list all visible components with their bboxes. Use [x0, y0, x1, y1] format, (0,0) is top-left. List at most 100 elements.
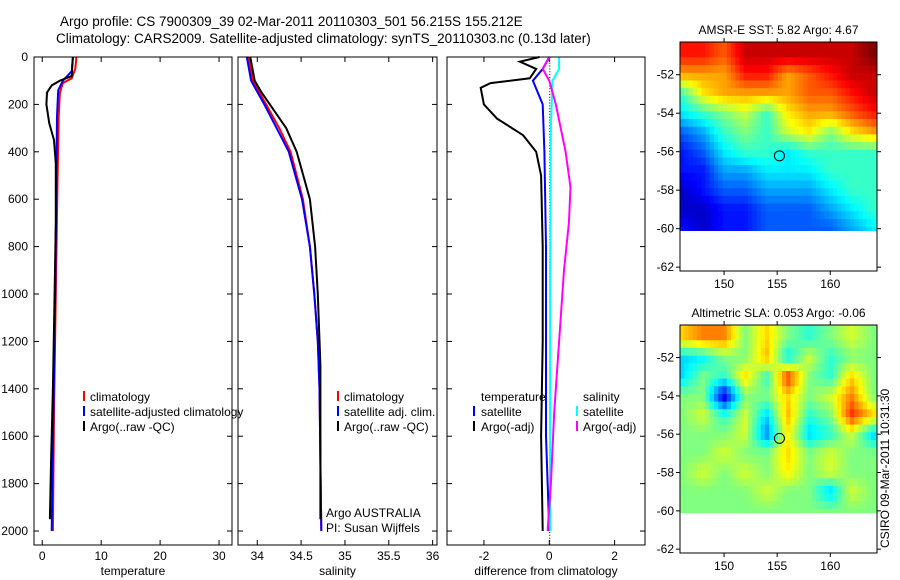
heatmap-cell [760, 363, 766, 372]
heatmap-cell [743, 462, 749, 472]
heatmap-cell [722, 501, 728, 510]
heatmap-cell [815, 119, 821, 128]
heatmap-cell [871, 149, 876, 158]
heatmap-cell [731, 348, 736, 357]
heatmap-cell [786, 126, 791, 135]
heatmap-cell [743, 149, 749, 158]
heatmap-cell [769, 65, 774, 74]
heatmap-cell [794, 219, 800, 228]
heatmap-cell [845, 188, 851, 197]
heatmap-cell [875, 203, 878, 212]
heatmap-cell [697, 440, 702, 449]
heatmap-cell [849, 455, 855, 464]
heatmap-cell [777, 57, 783, 66]
heatmap-cell [714, 440, 719, 449]
heatmap-cell [684, 180, 689, 189]
heatmap-cell [841, 126, 847, 135]
heatmap-cell [709, 142, 715, 151]
heatmap-cell [760, 195, 766, 205]
heatmap-cell [811, 470, 817, 479]
heatmap-cell [731, 157, 736, 166]
heatmap-cell [862, 332, 868, 341]
heatmap-cell [743, 371, 749, 380]
heatmap-cell [811, 455, 817, 464]
heatmap-cell [875, 157, 878, 166]
heatmap-cell [798, 394, 804, 403]
heatmap-cell [820, 42, 825, 51]
heatmap-cell [841, 508, 847, 514]
heatmap-cell [786, 72, 791, 81]
y-tick-label: 600 [8, 192, 28, 206]
heatmap-cell [731, 485, 736, 495]
heatmap-cell [739, 211, 745, 220]
heatmap-cell [743, 478, 749, 487]
heatmap-cell [739, 447, 745, 456]
heatmap-cell [697, 195, 702, 205]
heatmap-cell [680, 49, 685, 58]
heatmap-cell [722, 165, 728, 174]
x-tick-label: 160 [820, 559, 840, 573]
heatmap-cell [752, 103, 757, 112]
heatmap-cell [735, 42, 740, 51]
heatmap-cell [824, 126, 830, 135]
heatmap-cell [765, 95, 770, 105]
heatmap-cell [845, 134, 851, 143]
heatmap-cell [765, 325, 770, 334]
heatmap-cell [769, 378, 774, 387]
heatmap-cell [697, 65, 702, 74]
heatmap-cell [841, 386, 847, 395]
heatmap-cell [701, 432, 706, 441]
heatmap-cell [820, 88, 825, 97]
heatmap-cell [820, 111, 825, 120]
heatmap-cell [765, 226, 770, 231]
heatmap-cell [718, 203, 723, 212]
heatmap-cell [849, 103, 855, 112]
heatmap-cell [735, 332, 740, 341]
heatmap-cell [688, 371, 694, 380]
heatmap-cell [866, 172, 872, 182]
heatmap-cell [858, 363, 864, 372]
heatmap-cell [820, 386, 825, 395]
heatmap-cell [820, 332, 825, 341]
y-tick-label: -52 [657, 351, 675, 365]
heatmap-cell [773, 57, 779, 66]
heatmap-cell [815, 485, 821, 495]
heatmap-cell [854, 332, 859, 341]
heatmap-cell [845, 149, 851, 158]
heatmap-cell [782, 409, 787, 418]
heatmap-cell [726, 340, 732, 349]
heatmap-cell [854, 378, 859, 387]
heatmap-cell [722, 142, 728, 151]
heatmap-cell [684, 65, 689, 74]
heatmap-cell [735, 134, 740, 143]
heatmap-cell [815, 88, 821, 97]
heatmap-cell [845, 157, 851, 166]
heatmap-cell [743, 95, 749, 105]
heatmap-cell [811, 219, 817, 228]
heatmap-cell [875, 470, 878, 479]
heatmap-cell [735, 49, 740, 58]
heatmap-cell [714, 57, 719, 66]
heatmap-cell [811, 386, 817, 395]
heatmap-cell [773, 355, 779, 364]
heatmap-cell [815, 417, 821, 426]
heatmap-cell [854, 508, 859, 514]
heatmap-cell [782, 378, 787, 387]
heatmap-cell [790, 111, 796, 120]
heatmap-cell [820, 72, 825, 81]
heatmap-cell [786, 462, 791, 472]
heatmap-cell [726, 447, 732, 456]
heatmap-cell [871, 371, 876, 380]
heatmap-cell [760, 188, 766, 197]
heatmap-cell [705, 332, 711, 341]
heatmap-cell [862, 478, 868, 487]
heatmap-cell [765, 195, 770, 205]
heatmap-cell [718, 219, 723, 228]
heatmap-cell [709, 95, 715, 105]
heatmap-cell [794, 340, 800, 349]
heatmap-cell [807, 447, 813, 456]
heatmap-cell [735, 72, 740, 81]
heatmap-cell [705, 394, 711, 403]
heatmap-cell [786, 355, 791, 364]
heatmap-cell [777, 203, 783, 212]
